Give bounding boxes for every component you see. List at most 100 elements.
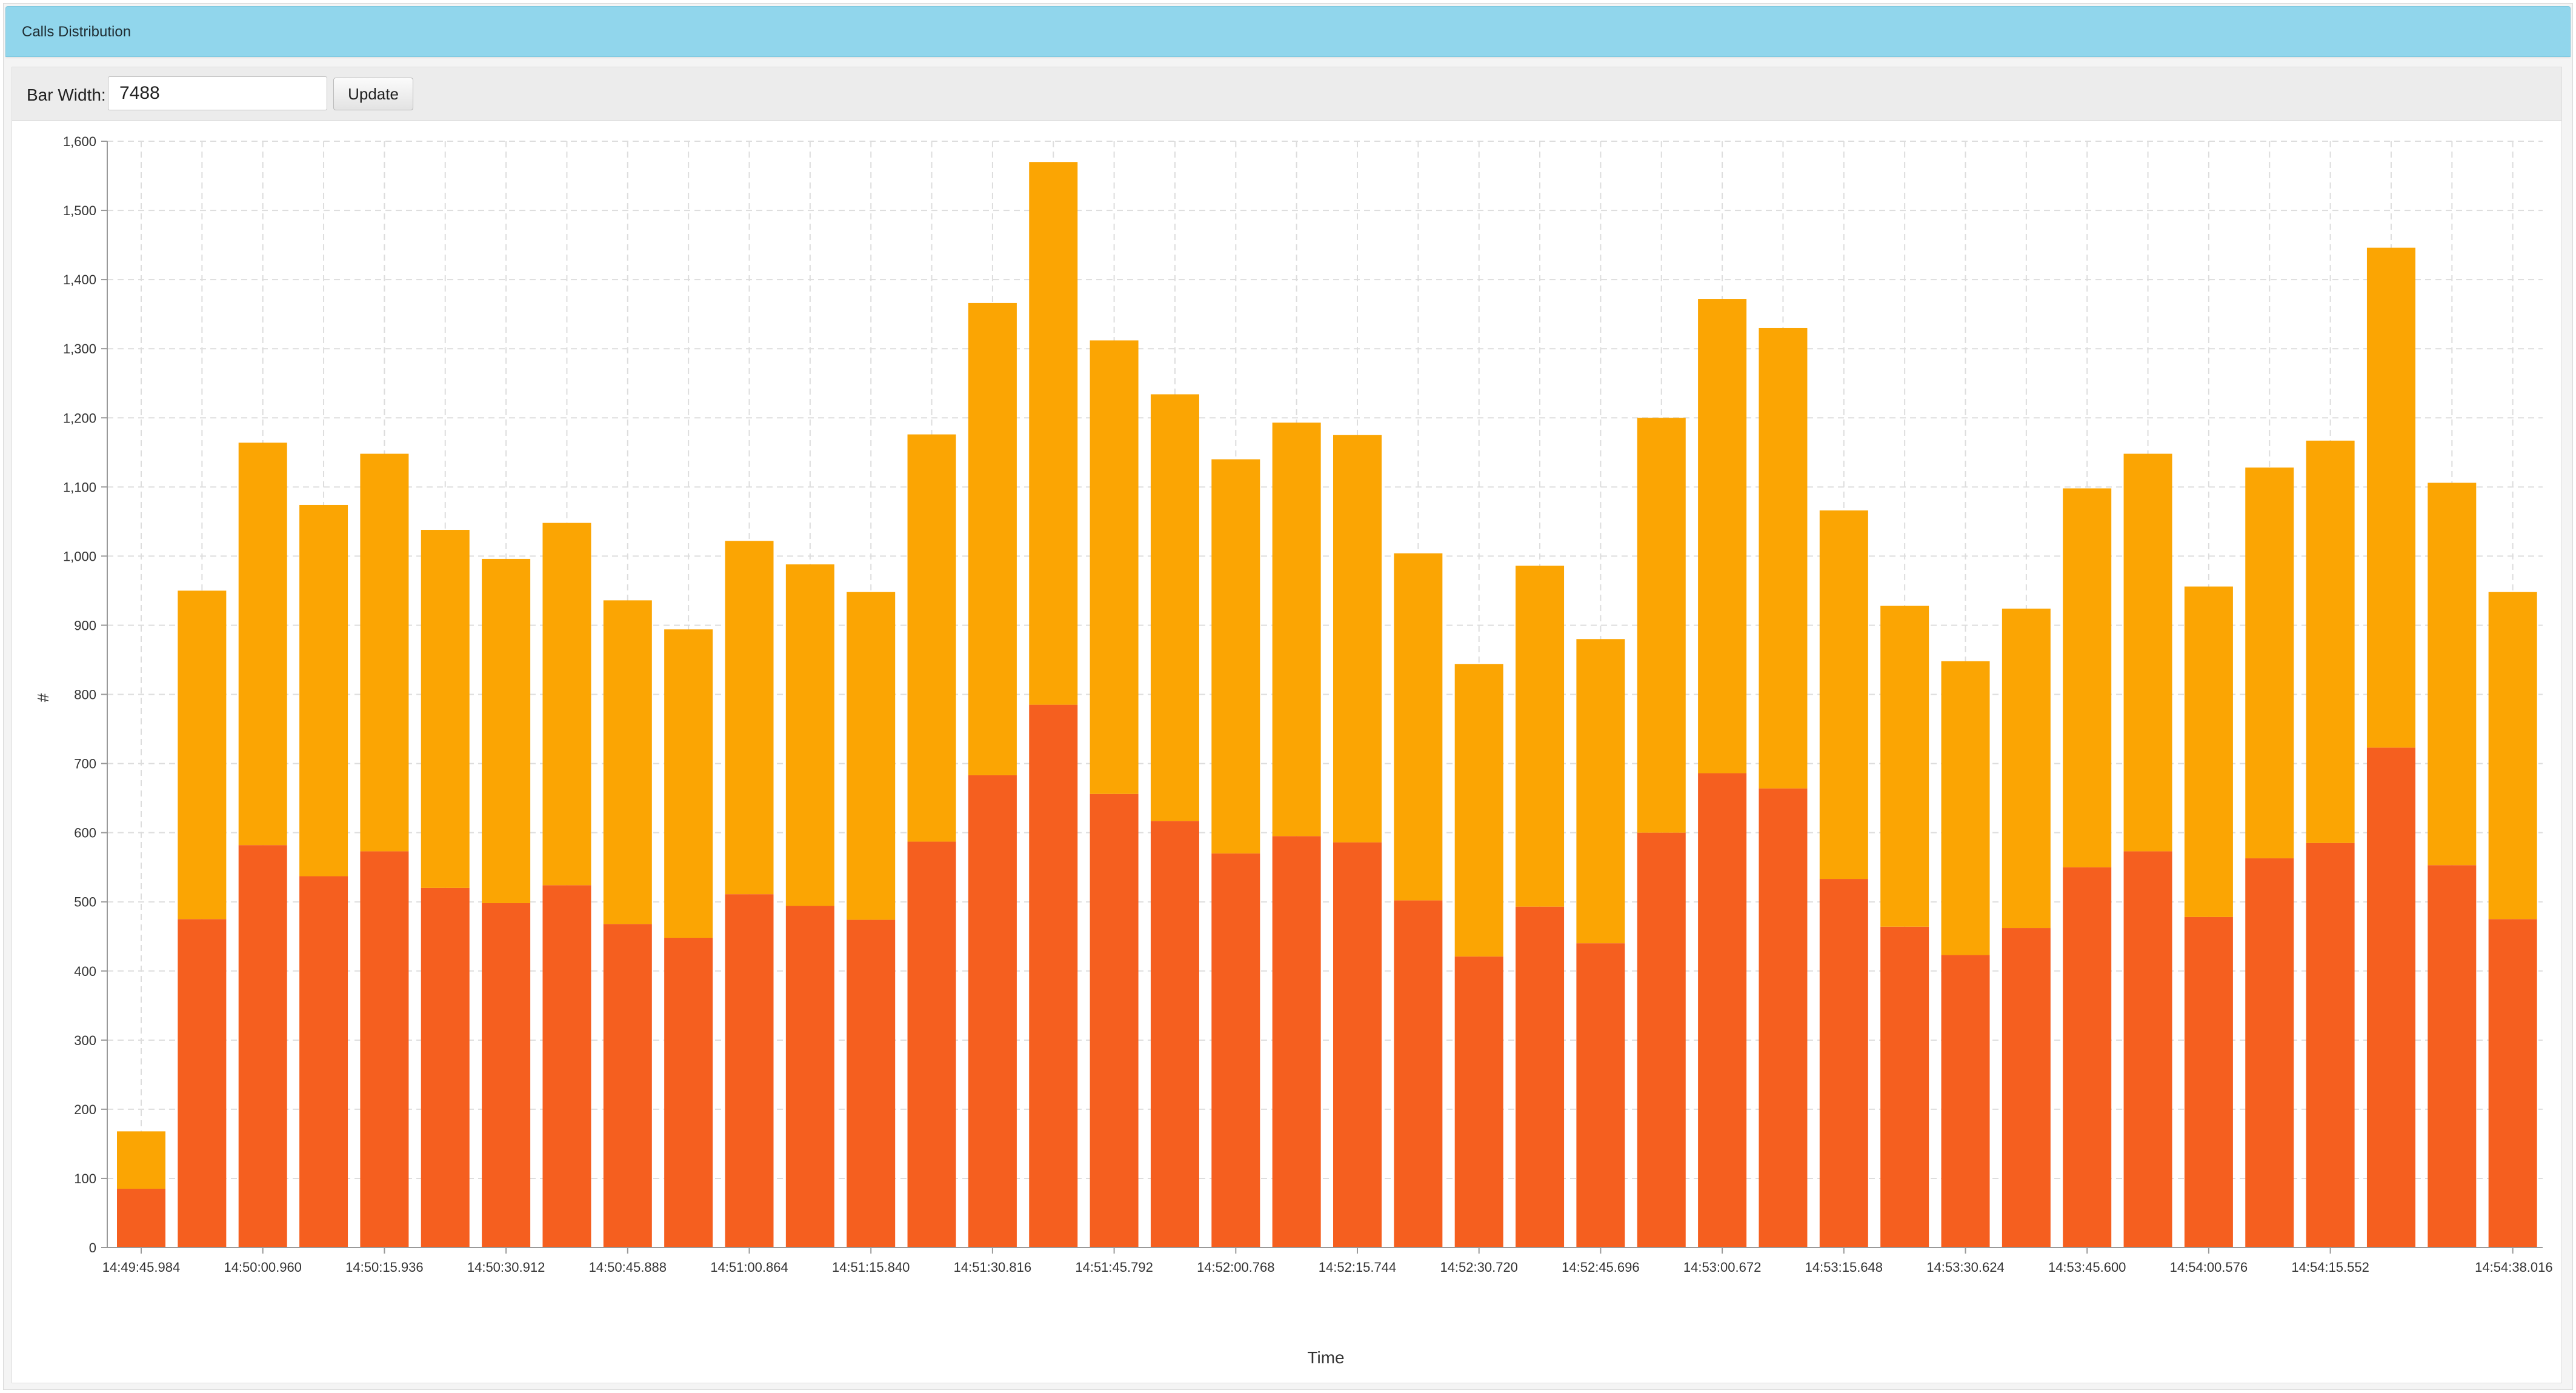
x-tick-label: 14:53:45.600: [2048, 1260, 2126, 1275]
bar-series-1: [847, 920, 896, 1248]
bar-series-1: [178, 919, 227, 1248]
bar-series-1: [2063, 867, 2112, 1248]
bar-series-2: [482, 558, 531, 903]
bar-series-2: [360, 453, 409, 852]
bar-series-1: [421, 887, 470, 1248]
y-tick-label: 800: [74, 687, 96, 703]
bars: [117, 162, 2537, 1248]
bar-series-2: [907, 434, 956, 842]
bar-series-2: [968, 302, 1017, 775]
bar-series-2: [1454, 664, 1503, 957]
bar-series-1: [1029, 704, 1078, 1248]
bar-series-2: [603, 600, 652, 924]
bar-width-label: Bar Width:: [27, 85, 106, 104]
y-tick-label: 700: [74, 757, 96, 772]
x-tick-label: 14:52:15.744: [1319, 1260, 1396, 1275]
bar-series-1: [1941, 955, 1990, 1248]
y-tick-label: 100: [74, 1171, 96, 1186]
x-tick-label: 14:52:30.720: [1440, 1260, 1517, 1275]
x-tick-label: 14:53:00.672: [1683, 1260, 1761, 1275]
panel-header: Calls Distribution: [5, 6, 2571, 57]
bar-series-1: [238, 845, 287, 1248]
bar-series-1: [2306, 843, 2355, 1248]
bar-series-1: [1759, 788, 1808, 1248]
y-tick-label: 1,300: [63, 341, 96, 356]
bar-series-2: [2488, 592, 2537, 920]
bar-series-2: [178, 590, 227, 920]
stacked-bar-chart: 0 100 200 300 400 500 600 700 800 900 1,000 1,100 1,…: [34, 134, 2553, 1367]
bar-series-2: [785, 564, 834, 906]
x-tick-label: 14:54:00.576: [2170, 1260, 2248, 1275]
x-tick-label: 14:50:45.888: [589, 1260, 667, 1275]
update-button[interactable]: Update: [333, 78, 413, 110]
bar-series-1: [482, 903, 531, 1248]
y-tick-label: 600: [74, 826, 96, 841]
bar-series-1: [603, 924, 652, 1248]
chart-panel: Calls Distribution Bar Width: Update 0 10…: [3, 3, 2573, 1390]
bar-series-2: [2428, 483, 2477, 866]
bar-series-2: [725, 541, 774, 895]
bar-series-2: [1272, 423, 1321, 837]
bar-series-2: [117, 1131, 165, 1189]
bar-series-1: [2245, 858, 2294, 1248]
bar-series-2: [664, 629, 713, 938]
bar-series-1: [299, 876, 348, 1248]
x-tick-label: 14:51:45.792: [1075, 1260, 1153, 1275]
bar-series-2: [238, 443, 287, 846]
bar-series-1: [968, 775, 1017, 1248]
grid: [107, 141, 2543, 1248]
bar-series-2: [1090, 340, 1139, 794]
bar-series-1: [725, 894, 774, 1248]
y-tick-label: 0: [89, 1240, 96, 1255]
y-tick-label: 1,400: [63, 272, 96, 287]
bar-series-1: [785, 906, 834, 1248]
bar-series-2: [1394, 553, 1443, 901]
bar-series-2: [1150, 394, 1199, 821]
bar-series-2: [2366, 247, 2415, 748]
bar-series-1: [1516, 906, 1565, 1248]
panel-title: Calls Distribution: [22, 24, 131, 40]
bar-series-2: [542, 523, 591, 886]
y-tick-label: 400: [74, 964, 96, 979]
bar-series-2: [847, 592, 896, 920]
y-tick-label: 1,500: [63, 203, 96, 218]
toolbar: Bar Width: Update: [12, 67, 2561, 121]
y-tick-label: 1,000: [63, 549, 96, 564]
bar-series-1: [1698, 773, 1747, 1248]
x-tick-label: 14:53:30.624: [1926, 1260, 2004, 1275]
x-tick-label: 14:52:45.696: [1562, 1260, 1639, 1275]
bar-series-1: [2184, 917, 2233, 1248]
y-tick-label: 900: [74, 618, 96, 633]
x-tick-label: 14:51:15.840: [832, 1260, 910, 1275]
x-tick-label: 14:51:00.864: [710, 1260, 788, 1275]
bar-series-2: [2002, 609, 2051, 929]
bar-series-1: [1090, 793, 1139, 1248]
x-tick-label: 14:54:38.016: [2475, 1260, 2552, 1275]
bar-series-1: [2428, 865, 2477, 1248]
bar-series-2: [1819, 510, 1868, 880]
bar-series-2: [2184, 586, 2233, 917]
bar-series-2: [2306, 440, 2355, 843]
bar-series-1: [117, 1189, 165, 1248]
bar-series-2: [1516, 566, 1565, 907]
x-tick-label: 14:50:30.912: [467, 1260, 545, 1275]
x-tick-label: 14:50:15.936: [345, 1260, 423, 1275]
x-tick-label: 14:54:15.552: [2291, 1260, 2369, 1275]
bar-series-1: [2002, 928, 2051, 1248]
bar-series-1: [1880, 926, 1929, 1248]
bar-series-1: [2123, 851, 2172, 1248]
bar-series-2: [2245, 467, 2294, 858]
y-tick-label: 200: [74, 1102, 96, 1117]
bar-series-2: [2123, 453, 2172, 852]
bar-series-2: [299, 504, 348, 877]
axes: 0 100 200 300 400 500 600 700 800 900 1,000 1,100 1,…: [63, 134, 2553, 1275]
y-tick-label: 300: [74, 1033, 96, 1048]
bar-series-2: [1211, 459, 1260, 854]
bar-series-1: [1819, 879, 1868, 1248]
bar-width-input[interactable]: [108, 76, 327, 110]
y-tick-label: 1,100: [63, 479, 96, 495]
bar-series-2: [421, 530, 470, 888]
bar-series-2: [1759, 327, 1808, 789]
bar-series-1: [1150, 821, 1199, 1248]
x-axis-label: Time: [1307, 1348, 1344, 1367]
